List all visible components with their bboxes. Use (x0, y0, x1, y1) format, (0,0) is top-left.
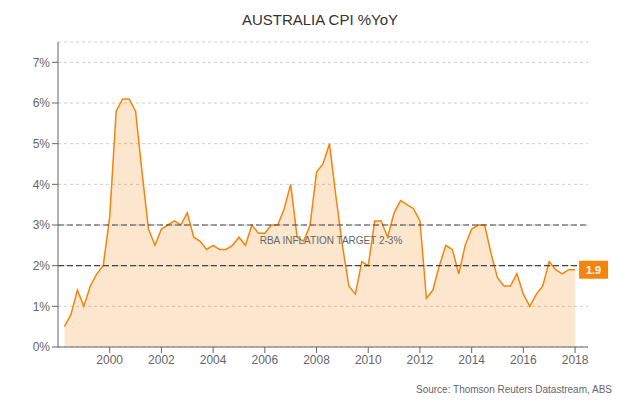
svg-text:2%: 2% (33, 259, 51, 273)
svg-text:2002: 2002 (148, 353, 175, 367)
html-text:Source: Thomson Reuters Datast: Source: Thomson Reuters Datastream, ABS (416, 384, 612, 395)
svg-text:RBA INFLATION TARGET 2-3%: RBA INFLATION TARGET 2-3% (260, 235, 403, 246)
svg-text:2012: 2012 (407, 353, 434, 367)
svg-text:2018: 2018 (562, 353, 589, 367)
svg-text:1%: 1% (33, 300, 51, 314)
svg-text:2010: 2010 (355, 353, 382, 367)
svg-text:1.9: 1.9 (586, 264, 601, 276)
svg-text:4%: 4% (33, 178, 51, 192)
html-text:AUSTRALIA CPI %YoY: AUSTRALIA CPI %YoY (241, 11, 399, 28)
svg-text:2008: 2008 (303, 353, 330, 367)
svg-text:3%: 3% (33, 218, 51, 232)
svg-text:2006: 2006 (251, 353, 278, 367)
svg-text:2016: 2016 (510, 353, 537, 367)
svg-text:0%: 0% (33, 340, 51, 354)
svg-text:2000: 2000 (96, 353, 123, 367)
svg-text:5%: 5% (33, 137, 51, 151)
svg-text:2014: 2014 (458, 353, 485, 367)
svg-text:6%: 6% (33, 96, 51, 110)
svg-text:2004: 2004 (200, 353, 227, 367)
svg-text:7%: 7% (33, 56, 51, 70)
